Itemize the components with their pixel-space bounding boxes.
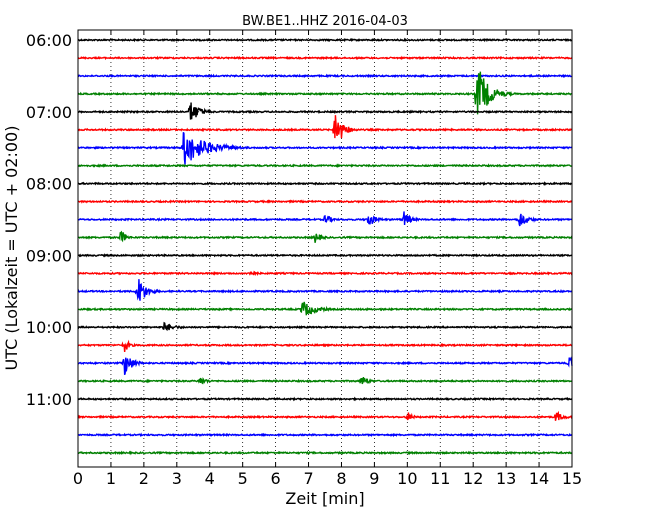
trace-line-06:15	[77, 55, 573, 61]
trace-line-08:00	[77, 181, 573, 186]
trace-line-09:00	[77, 253, 573, 258]
x-tick-label: 12	[463, 469, 483, 488]
x-tick-label: 11	[430, 469, 450, 488]
trace-line-06:45	[77, 71, 573, 115]
plot-frame	[77, 29, 573, 468]
x-tick-label: 15	[562, 469, 582, 488]
x-tick-label: 8	[336, 469, 346, 488]
trace-line-11:00	[77, 396, 573, 402]
trace-line-06:30	[77, 73, 573, 79]
x-axis: 0 1 2 3 4 5 6 7 8 9 10 11 12 13 14 15	[73, 30, 582, 488]
trace-line-11:15	[77, 410, 573, 421]
x-axis-label: Zeit [min]	[285, 489, 364, 508]
chart-title: BW.BE1..HHZ 2016-04-03	[242, 14, 408, 29]
y-tick-label: 11:00	[26, 390, 72, 409]
x-tick-label: 3	[172, 469, 182, 488]
trace-line-11:45	[77, 450, 573, 456]
trace-line-08:30	[77, 211, 573, 227]
trace-line-10:30	[77, 356, 573, 376]
x-tick-label: 7	[303, 469, 313, 488]
y-tick-label: 09:00	[26, 246, 72, 265]
x-tick-label: 5	[238, 469, 248, 488]
trace-line-09:45	[77, 301, 573, 316]
x-tick-label: 9	[369, 469, 379, 488]
y-tick-label: 07:00	[26, 103, 72, 122]
trace-line-07:00	[77, 102, 573, 120]
traces	[77, 37, 573, 456]
y-tick-label: 08:00	[26, 175, 72, 194]
trace-line-07:45	[77, 163, 573, 169]
trace-line-08:45	[77, 230, 573, 243]
y-tick-label: 06:00	[26, 31, 72, 50]
trace-line-10:15	[77, 339, 573, 353]
trace-line-09:30	[77, 279, 573, 301]
trace-line-10:45	[77, 377, 573, 385]
trace-line-07:15	[77, 115, 573, 139]
y-axis-label: UTC (Lokalzeit = UTC + 02:00)	[2, 126, 21, 371]
x-tick-label: 10	[397, 469, 417, 488]
trace-line-11:30	[77, 432, 573, 438]
trace-line-07:30	[77, 131, 573, 165]
x-tick-label: 0	[73, 469, 83, 488]
trace-line-09:15	[77, 270, 573, 277]
x-tick-label: 4	[205, 469, 215, 488]
trace-line-10:00	[77, 321, 573, 332]
x-tick-label: 1	[106, 469, 116, 488]
grid-lines	[78, 30, 572, 467]
trace-line-08:15	[77, 199, 573, 204]
x-tick-label: 2	[139, 469, 149, 488]
y-axis: 06:00 07:00 08:00 09:00 10:00 11:00	[26, 31, 572, 409]
x-tick-label: 14	[529, 469, 549, 488]
trace-line-06:00	[77, 37, 573, 43]
x-tick-label: 13	[496, 469, 516, 488]
y-tick-label: 10:00	[26, 318, 72, 337]
x-tick-label: 6	[271, 469, 281, 488]
